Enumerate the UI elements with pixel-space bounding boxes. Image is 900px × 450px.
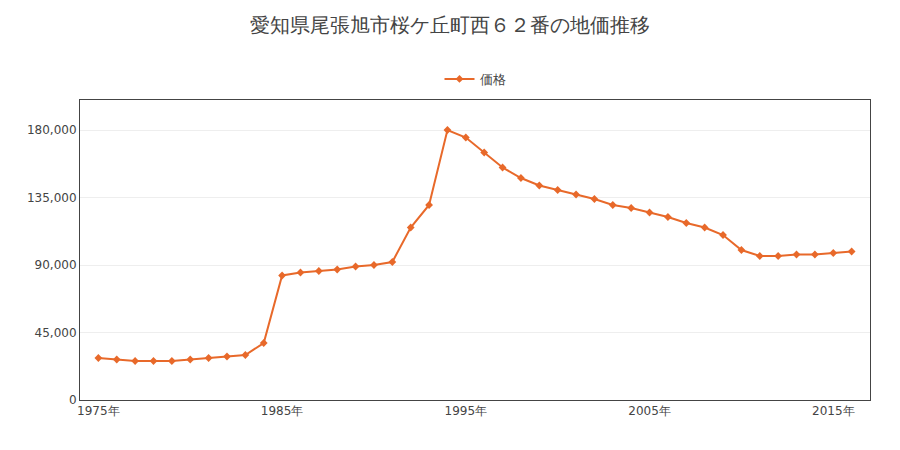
svg-text:1985年: 1985年 <box>261 404 304 418</box>
svg-text:価格: 価格 <box>480 72 506 87</box>
svg-text:1995年: 1995年 <box>445 404 488 418</box>
svg-text:135,000: 135,000 <box>27 191 77 205</box>
svg-text:0: 0 <box>69 393 77 407</box>
svg-text:愛知県尾張旭市桜ケ丘町西６２番の地価推移: 愛知県尾張旭市桜ケ丘町西６２番の地価推移 <box>250 13 650 37</box>
svg-text:1975年: 1975年 <box>77 404 120 418</box>
svg-text:2005年: 2005年 <box>628 404 671 418</box>
svg-text:180,000: 180,000 <box>27 123 77 137</box>
svg-text:45,000: 45,000 <box>35 326 77 340</box>
svg-text:2015年: 2015年 <box>812 404 855 418</box>
svg-text:90,000: 90,000 <box>35 258 77 272</box>
